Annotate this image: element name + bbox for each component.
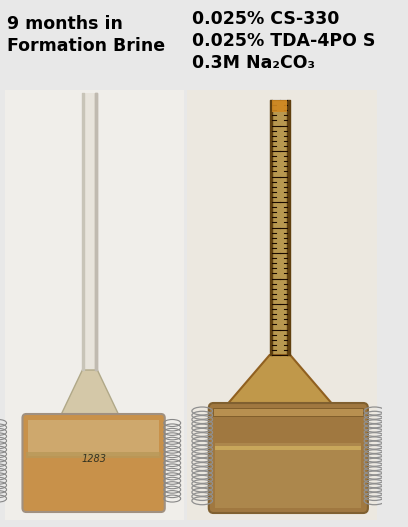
- FancyBboxPatch shape: [209, 403, 368, 513]
- Text: 1283: 1283: [81, 454, 106, 464]
- Bar: [215, 443, 361, 508]
- Bar: [215, 446, 361, 450]
- Bar: [4, 90, 184, 520]
- Bar: [213, 408, 363, 416]
- Bar: [82, 93, 98, 370]
- Bar: [26, 452, 161, 458]
- Text: 9 months in
Formation Brine: 9 months in Formation Brine: [7, 15, 166, 55]
- FancyBboxPatch shape: [22, 414, 165, 512]
- Bar: [273, 100, 287, 112]
- Polygon shape: [56, 370, 124, 425]
- FancyBboxPatch shape: [28, 420, 159, 456]
- Text: 0.025% CS-330
0.025% TDA-4PO S
0.3M Na₂CO₃: 0.025% CS-330 0.025% TDA-4PO S 0.3M Na₂C…: [192, 10, 375, 72]
- Bar: [270, 100, 290, 355]
- Polygon shape: [218, 355, 341, 415]
- Bar: [187, 90, 377, 520]
